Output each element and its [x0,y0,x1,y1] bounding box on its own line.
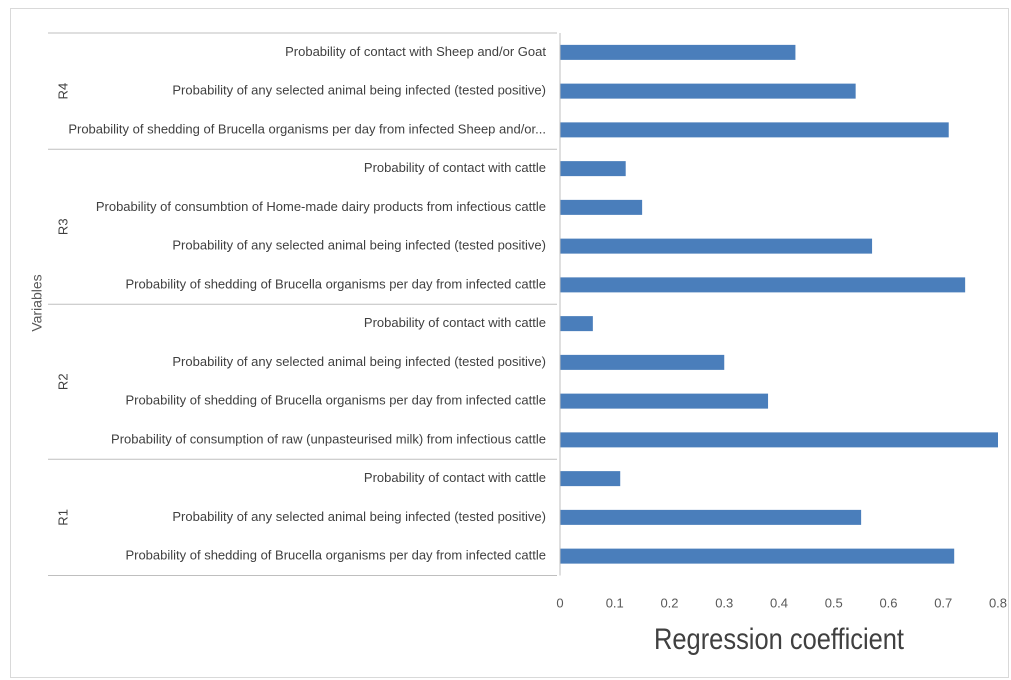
category-label: Probability of consumption of raw (unpas… [111,431,546,446]
category-label: Probability of any selected animal being… [172,238,546,253]
bar [560,548,955,564]
x-tick-label: 0.4 [770,595,788,610]
category-label: Probability of any selected animal being… [172,354,546,369]
group-label: R3 [55,218,70,235]
x-tick-label: 0.1 [606,595,624,610]
category-label: Probability of contact with cattle [364,315,546,330]
bar [560,83,856,99]
group-label: R1 [55,509,70,526]
x-tick-label: 0.6 [879,595,897,610]
bar [560,161,626,177]
group-label: R4 [55,83,70,100]
category-label: Probability of contact with cattle [364,160,546,175]
category-label: Probability of shedding of Brucella orga… [125,393,546,408]
bar [560,354,725,370]
x-tick-label: 0.3 [715,595,733,610]
category-label: Probability of shedding of Brucella orga… [125,276,546,291]
x-tick-label: 0.8 [989,595,1007,610]
x-tick-label: 0.5 [825,595,843,610]
bar [560,44,796,60]
bar [560,238,873,254]
category-label: Probability of shedding of Brucella orga… [68,121,546,136]
x-tick-label: 0.2 [660,595,678,610]
bar [560,199,643,215]
category-label: Probability of contact with cattle [364,470,546,485]
category-label: Probability of contact with Sheep and/or… [285,44,546,59]
group-label: R2 [55,373,70,390]
category-label: Probability of any selected animal being… [172,509,546,524]
bar [560,316,593,332]
bar [560,509,862,525]
category-label: Probability of consumbtion of Home-made … [96,199,546,214]
chart-frame [10,8,1009,678]
category-label: Probability of any selected animal being… [172,83,546,98]
bar [560,432,998,448]
bar [560,277,966,293]
x-tick-label: 0 [556,595,563,610]
x-axis-title: Regression coefficient [654,623,905,656]
bar [560,393,769,409]
bar [560,122,949,138]
x-tick-label: 0.7 [934,595,952,610]
bar [560,471,621,487]
y-axis-title: Variables [29,274,45,331]
category-label: Probability of shedding of Brucella orga… [125,548,546,563]
